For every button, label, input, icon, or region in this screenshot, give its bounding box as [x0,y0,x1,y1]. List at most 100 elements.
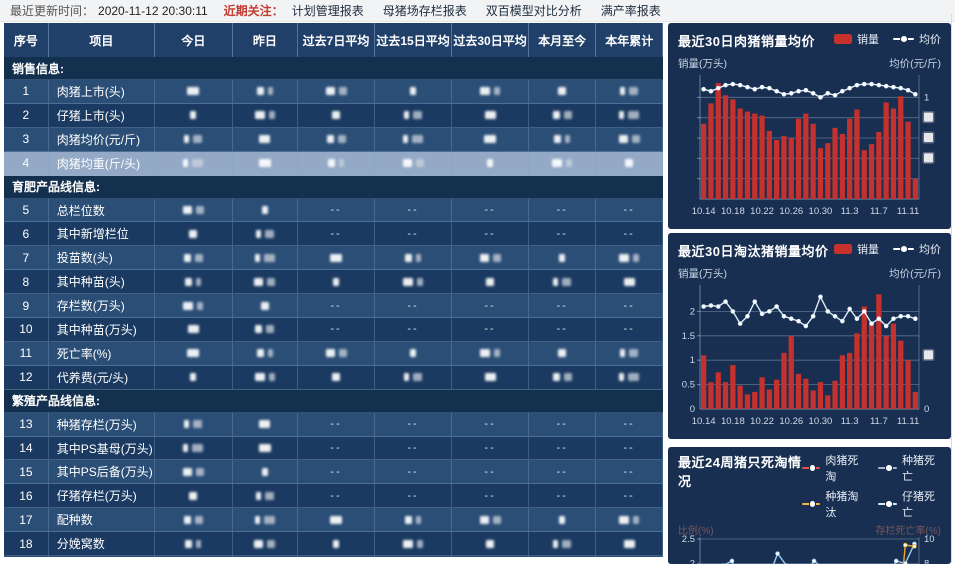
row-number: 16 [4,484,49,507]
table-row[interactable]: 19窝均活仔(头/窝) [4,556,663,557]
table-cell [233,80,299,103]
redacted-value [233,373,298,381]
redacted-value [375,135,452,143]
redacted-value [233,206,298,214]
redacted-value [155,349,232,357]
chart-canvas: 2.521.51086 [678,533,941,564]
row-number: 3 [4,128,49,151]
svg-text:11.7: 11.7 [870,206,888,217]
legend-item[interactable]: 肉猪死淘 [802,452,865,484]
redacted-value [155,230,232,238]
empty-value-dash: -- [484,418,495,430]
redacted-value [155,278,232,286]
table-cell [155,484,233,507]
legend-item[interactable]: 均价 [893,31,941,47]
line-series [703,542,917,564]
row-number: 1 [4,80,49,103]
redacted-value [233,492,298,500]
empty-value-dash: -- [624,300,635,312]
topbar-menu-item[interactable]: 双百模型对比分析 [486,2,582,19]
table-cell: -- [596,484,663,507]
legend-item[interactable]: 种猪淘汰 [802,488,865,520]
column-header: 过去15日平均 [375,23,453,57]
table-cell [596,532,663,555]
table-cell [233,128,299,151]
table-cell [233,508,299,531]
table-cell [155,532,233,555]
metric-name: 总栏位数 [49,199,155,222]
table-cell: -- [529,318,597,341]
row-number: 9 [4,294,49,317]
table-cell: -- [452,222,529,245]
y-right-axis-label: 均价(元/斤) [889,56,941,71]
empty-value-dash: -- [407,418,418,430]
topbar-menu-item[interactable]: 计划管理报表 [292,2,364,19]
redacted-value [452,373,528,381]
row-number: 19 [4,556,49,557]
row-number: 13 [4,413,49,436]
metric-name: 代养费(元/头) [49,366,155,389]
table-cell [233,532,299,555]
y-left-axis-label: 销量(万头) [678,56,727,71]
legend-item[interactable]: 仔猪死亡 [878,488,941,520]
legend-item[interactable]: 种猪死亡 [878,452,941,484]
legend-item[interactable]: 销量 [834,31,879,47]
metric-name: 其中种苗(头) [49,270,155,293]
redacted-value [233,540,298,548]
legend-item[interactable]: 销量 [834,241,879,257]
empty-value-dash: -- [624,418,635,430]
empty-value-dash: -- [484,323,495,335]
svg-text:0: 0 [690,404,695,415]
table-cell [596,128,663,151]
empty-value-dash: -- [330,204,341,216]
redacted-value [155,420,232,428]
topbar-menu-item[interactable]: 满产率报表 [601,2,661,19]
table-cell [233,366,299,389]
table-cell [452,508,529,531]
table-cell: -- [529,460,597,483]
row-number: 11 [4,342,49,365]
svg-text:2: 2 [690,558,695,564]
legend-label: 种猪死亡 [902,452,941,484]
metric-name: 仔猪上市(头) [49,104,155,127]
table-cell [298,342,375,365]
empty-value-dash: -- [624,466,635,478]
svg-text:10.26: 10.26 [779,206,803,217]
table-cell [233,437,299,460]
table-cell [596,246,663,269]
legend-item[interactable]: 均价 [893,241,941,257]
metric-name: 配种数 [49,508,155,531]
topbar-menu-item[interactable]: 母猪场存栏报表 [383,2,467,19]
redacted-value [155,468,232,476]
empty-value-dash: -- [330,228,341,240]
empty-value-dash: -- [556,300,567,312]
table-cell [452,532,529,555]
table-cell: -- [298,294,375,317]
table-cell: -- [452,484,529,507]
redacted-value [596,87,662,95]
redacted-value [233,159,298,167]
y-right-axis-label: 存栏死亡率(%) [875,522,941,533]
legend-label: 种猪淘汰 [825,488,864,520]
topbar: 最近更新时间： 2020-11-12 20:30:11 近期关注： 计划管理报表… [0,0,955,22]
table-cell: -- [529,222,597,245]
